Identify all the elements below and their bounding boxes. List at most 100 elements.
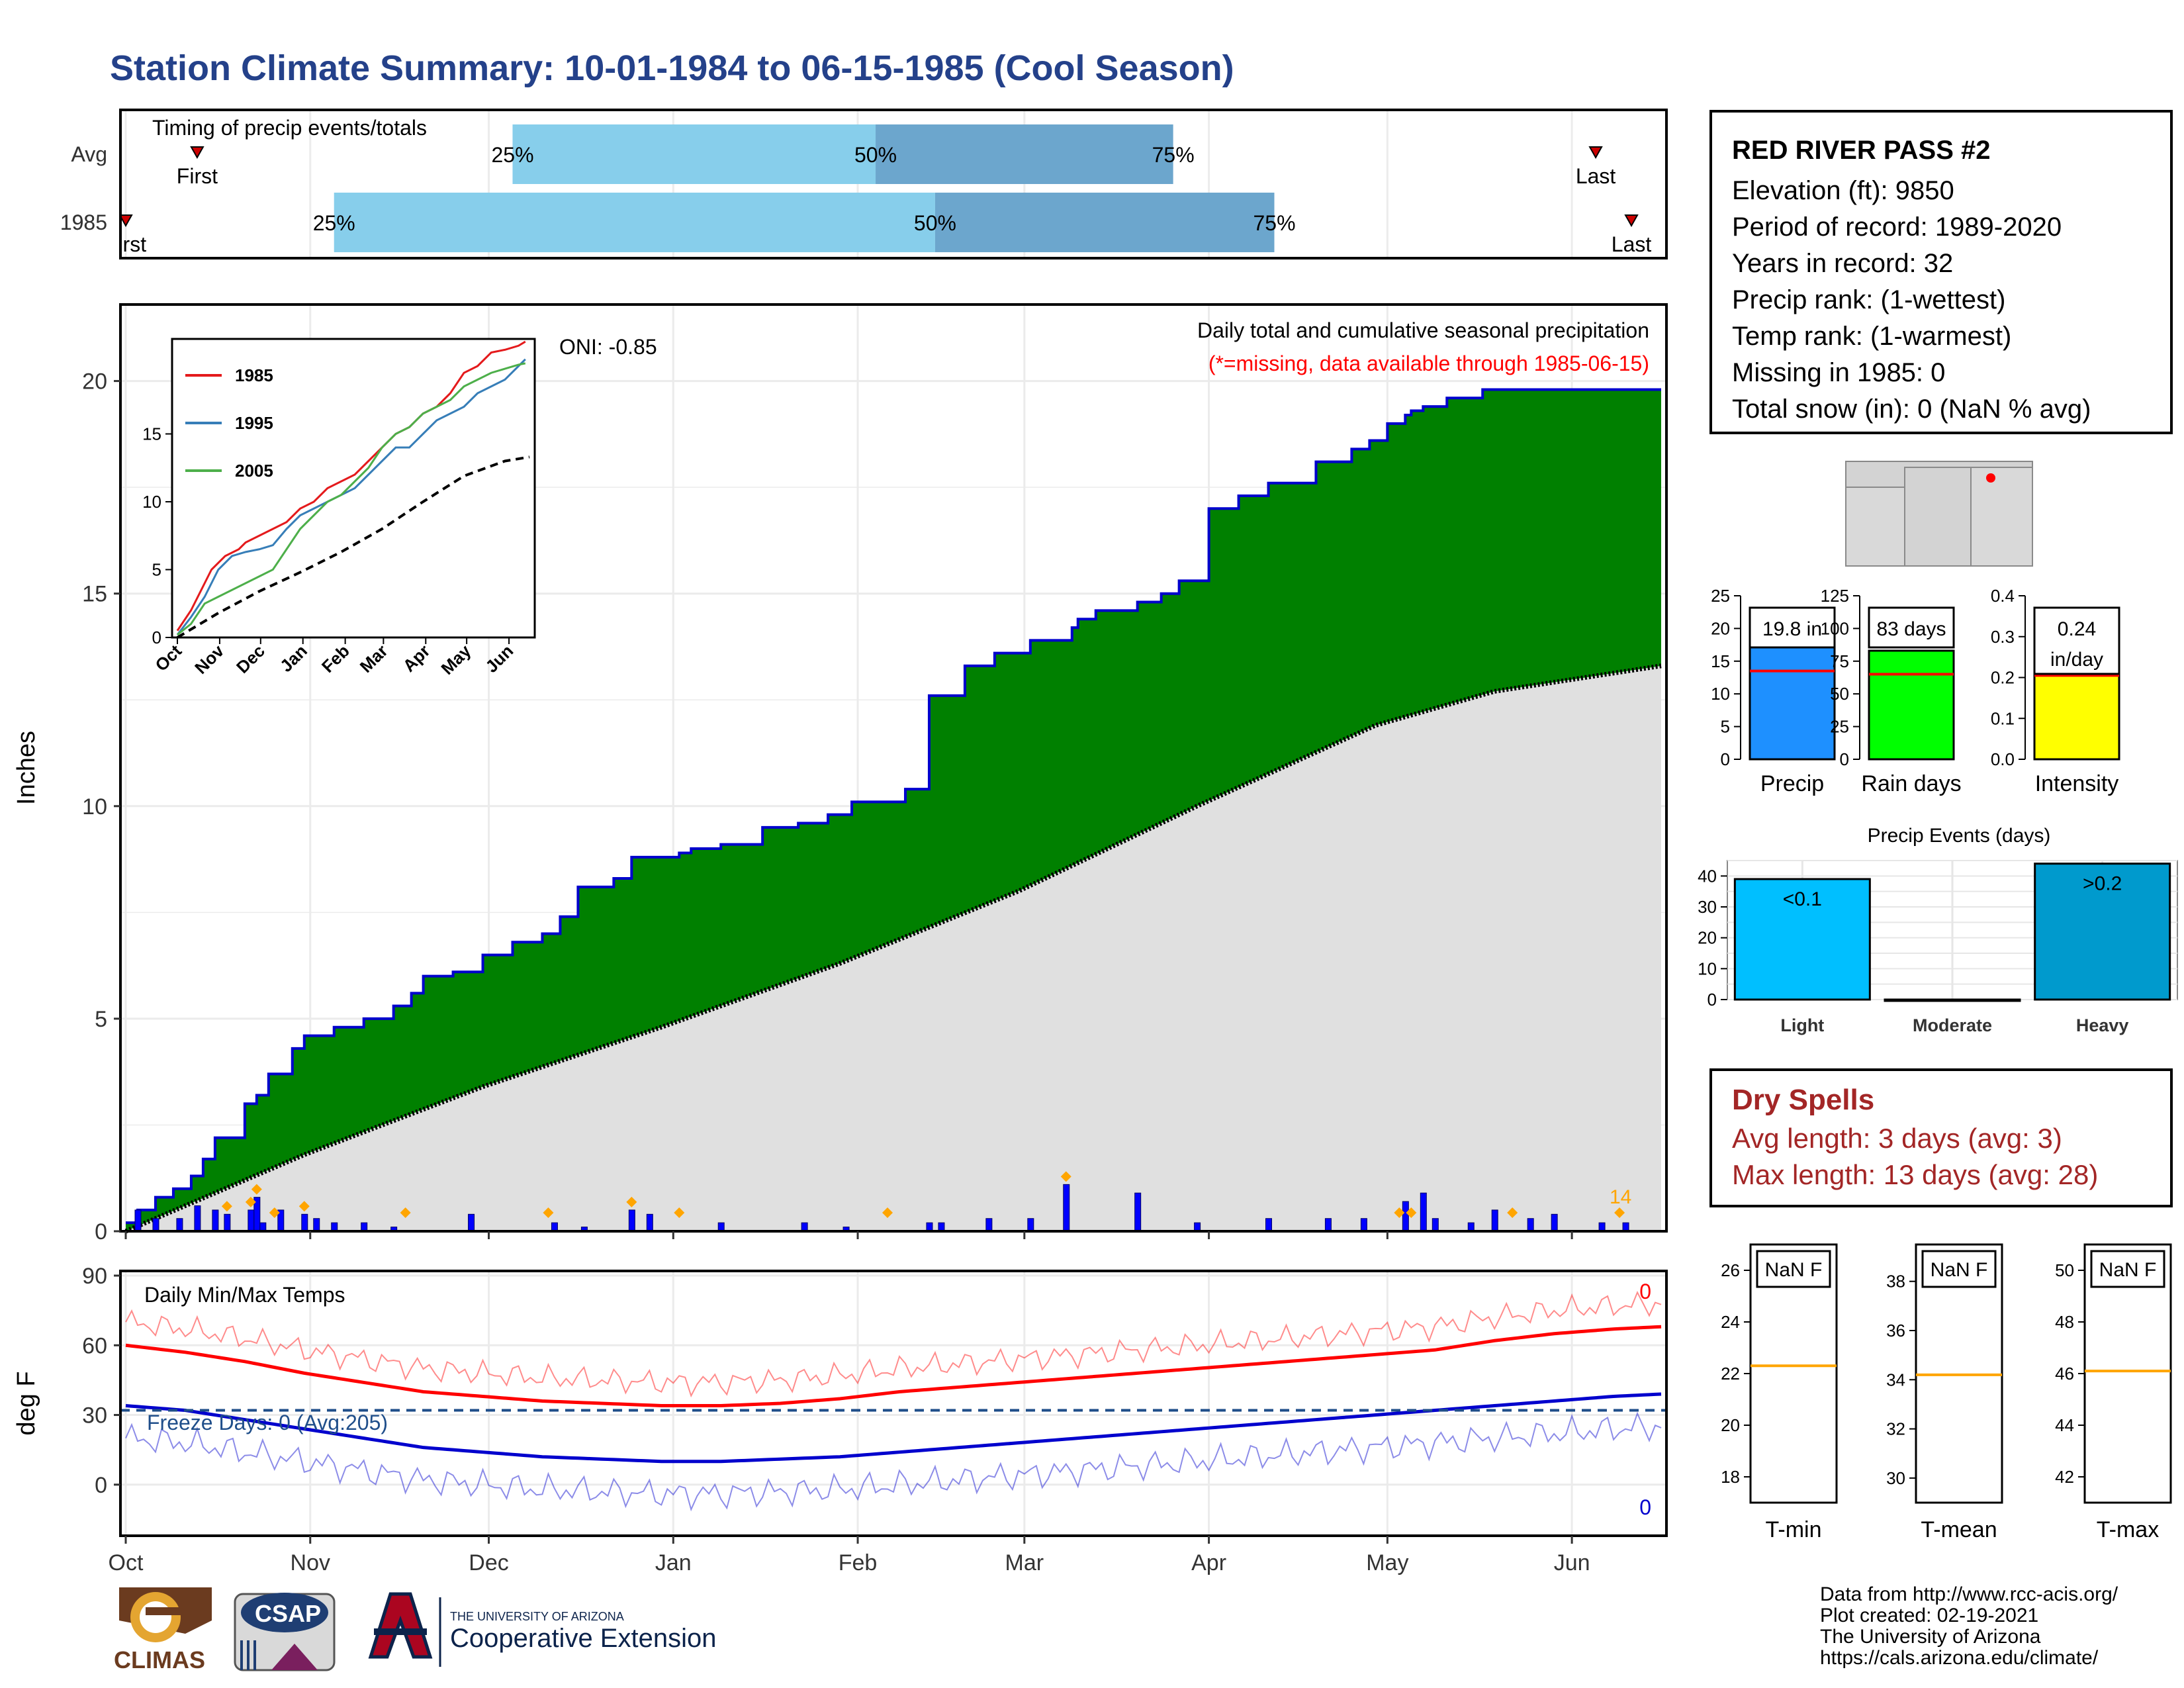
daily-precip-bar <box>248 1209 255 1232</box>
events-category-label: Light <box>1780 1015 1824 1035</box>
timing-row-label-top: Avg <box>71 142 107 166</box>
summary-ytick-label: 50 <box>1830 684 1849 704</box>
summary-ytick-label: 5 <box>1721 717 1730 737</box>
events-category-label: Moderate <box>1913 1015 1992 1035</box>
summary-value-unit: in/day <box>2050 649 2103 671</box>
daily-precip-bar <box>224 1213 231 1232</box>
main-ytick-label: 10 <box>82 794 107 820</box>
timing-pct-label: 50% <box>914 211 956 235</box>
daily-precip-bar <box>212 1209 219 1232</box>
inset-series-line <box>176 455 530 639</box>
month-label: Jun <box>1554 1550 1590 1575</box>
daily-precip-bar <box>152 1218 159 1232</box>
inset-series-line <box>177 362 526 636</box>
summary-value-label: 83 days <box>1876 618 1946 640</box>
precip-event-marker <box>251 1184 262 1195</box>
temp-box-name: T-max <box>2097 1517 2159 1542</box>
summary-value-box <box>1868 606 1955 649</box>
precip-event-marker <box>221 1201 232 1212</box>
timing-first-label: First <box>177 164 218 188</box>
precip-event-marker <box>298 1201 310 1212</box>
temp-frame <box>119 1270 1668 1537</box>
station-name: RED RIVER PASS #2 <box>1732 136 1991 165</box>
summary-bar <box>1868 649 1955 761</box>
month-label: May <box>1366 1550 1408 1575</box>
temp-chart: Daily Min/Max Temps Freeze Days: 0 (Avg:2… <box>13 1264 1668 1575</box>
timing-left-mask <box>93 113 120 256</box>
precip-event-marker <box>1614 1207 1625 1218</box>
events-bar-label: <0.1 <box>1783 888 1822 910</box>
temp-box-ytick-label: 26 <box>1721 1260 1740 1280</box>
min-count-label: 0 <box>1639 1495 1651 1519</box>
station-line: Period of record: 1989-2020 <box>1732 212 2062 242</box>
dry-spells-box: Dry Spells Avg length: 3 days (avg: 3) M… <box>1709 1068 2173 1207</box>
temp-box-ytick-label: 46 <box>2055 1364 2074 1383</box>
month-label: Mar <box>1005 1550 1044 1575</box>
timing-pct-label: 75% <box>1152 143 1195 167</box>
events-ytick-label: 0 <box>1707 990 1717 1009</box>
summary-ytick-label: 100 <box>1821 618 1849 638</box>
events-bar-label: >0.2 <box>2083 873 2122 895</box>
summary-bar <box>1749 628 1836 761</box>
temp-box-value: NaN F <box>1765 1259 1823 1281</box>
inset-ytick-label: 15 <box>142 424 161 444</box>
precip-event-marker <box>269 1207 280 1218</box>
credit-line: Plot created: 02-19-2021 <box>1820 1605 2039 1626</box>
inset-ytick-label: 5 <box>152 560 161 580</box>
summary-value-box <box>1749 606 1836 649</box>
daily-precip-bar <box>985 1218 993 1232</box>
logos: CLIMAS CSAP THE UNIVERSITY OF ARIZONA Co… <box>114 1587 716 1673</box>
ua-logo: THE UNIVERSITY OF ARIZONA Cooperative Ex… <box>368 1592 716 1667</box>
station-line: Temp rank: (1-warmest) <box>1732 322 2012 351</box>
summary-ytick-label: 20 <box>1711 618 1730 638</box>
summary-ytick-label: 10 <box>1711 684 1730 704</box>
station-line: Elevation (ft): 9850 <box>1732 176 1954 205</box>
summary-ytick-label: 0.0 <box>1991 749 2015 769</box>
temp-ytick-label: 30 <box>82 1403 107 1429</box>
daily-precip-bar <box>1134 1192 1142 1232</box>
temp-box-value-box <box>1921 1250 1997 1288</box>
inset-ytick-label: 10 <box>142 492 161 512</box>
timing-first-marker <box>118 214 133 228</box>
daily-precip-bar <box>1420 1192 1427 1232</box>
timing-frame-outline <box>119 109 1668 259</box>
record-max-line <box>125 1290 1662 1398</box>
freeze-days-label: Freeze Days: 0 (Avg:205) <box>147 1411 388 1434</box>
month-label: Dec <box>469 1550 508 1575</box>
temp-box-ytick-label: 22 <box>1721 1364 1740 1383</box>
cumulative-line <box>126 388 1661 1225</box>
main-ytick-label: 15 <box>82 582 107 607</box>
daily-precip-bar <box>646 1213 653 1232</box>
events-ytick-label: 20 <box>1698 928 1717 948</box>
main-ytick-label: 20 <box>82 369 107 395</box>
precip-event-marker <box>1406 1207 1417 1218</box>
map-state-az <box>1845 487 1905 567</box>
precip-event-marker <box>626 1196 637 1207</box>
precip-event-marker <box>1060 1171 1071 1182</box>
station-line: Precip rank: (1-wettest) <box>1732 285 2006 314</box>
missing-note: (*=missing, data available through 1985-… <box>1208 352 1649 375</box>
precip-event-marker <box>245 1196 256 1207</box>
inset-series-line <box>176 358 526 635</box>
temp-box-name: T-mean <box>1921 1517 1997 1542</box>
credit-line: https://cals.arizona.edu/climate/ <box>1820 1647 2099 1669</box>
avg-max-line <box>125 1325 1662 1408</box>
summary-bar-name: Intensity <box>2035 771 2119 796</box>
inset-series-line <box>176 340 526 632</box>
map-state-tx <box>1970 467 2033 567</box>
daily-precip-bar <box>301 1213 308 1232</box>
events-ytick-label: 40 <box>1698 866 1717 886</box>
temp-box-ytick-label: 36 <box>1886 1321 1905 1340</box>
record-min-line <box>125 1411 1662 1512</box>
precip-events-chart: Precip Events (days) 0 10 20 30 40 <0.1 Light Mo… <box>1698 825 2178 1035</box>
summary-ytick-label: 0.4 <box>1991 586 2015 606</box>
timing-title: Timing of precip events/totals <box>152 116 427 140</box>
summary-ytick-label: 75 <box>1830 651 1849 671</box>
temp-background <box>120 1271 1666 1536</box>
summary-value-label: 19.8 in <box>1762 618 1822 640</box>
temp-box-ytick-label: 24 <box>1721 1312 1740 1332</box>
max-count-label: 0 <box>1639 1280 1651 1303</box>
dry-spells-max: Max length: 13 days (avg: 28) <box>1732 1159 2099 1190</box>
summary-value-box <box>2033 606 2120 675</box>
daily-precip-bar <box>1491 1209 1498 1232</box>
